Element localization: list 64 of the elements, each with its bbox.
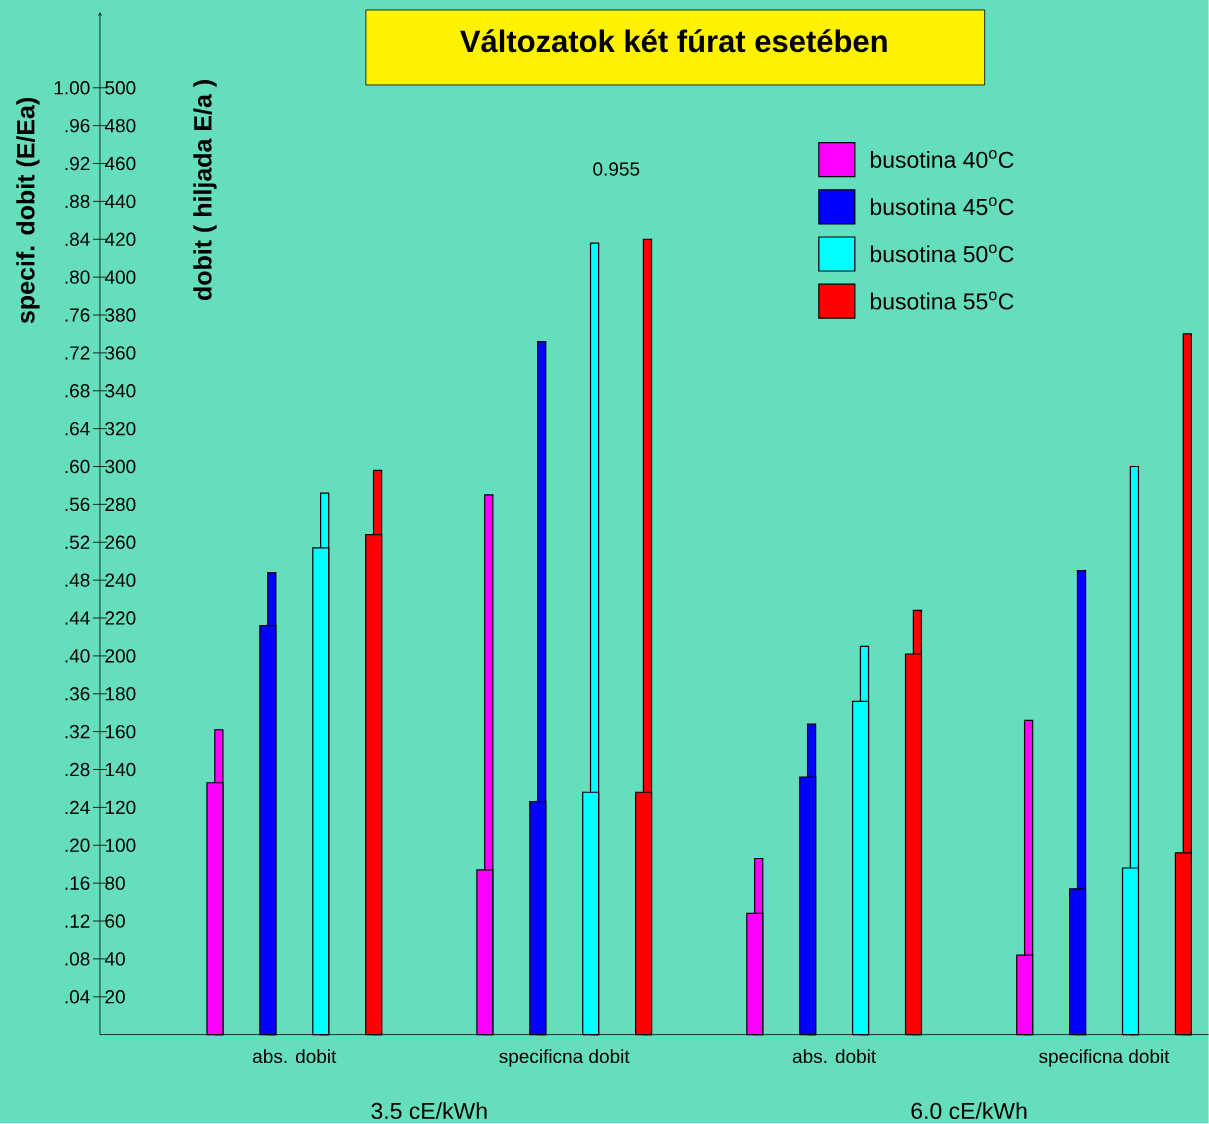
y-tick-label: 20 [105,990,125,1004]
x-tick-label: abs. dobit [253,1049,337,1064]
y-tick-label: 500 [105,81,136,95]
y-tick-label: 480 [104,119,136,133]
y-tick-label: 340 [105,384,136,398]
y-tick-label: 100 [105,838,136,853]
y2-tick-label: .40 [65,649,90,663]
y-tick-label: 460 [104,156,136,171]
y-tick-label: 400 [104,270,136,285]
y2-tick-label: .12 [65,914,90,928]
y2-tick-label: .68 [65,384,90,398]
y2-tick-label: .72 [65,346,90,360]
legend-label: busotina 50$^{o}$C [870,244,1014,263]
y2-tick-label: .20 [65,838,90,853]
y2-tick-label: .16 [65,876,90,891]
y2-tick-label: .32 [65,725,90,739]
y-tick-label: 440 [104,194,136,209]
y-tick-label: 380 [105,308,136,322]
x-tick-label: abs. dobit [792,1049,877,1064]
y2-tick-label: .52 [65,535,90,550]
y-tick-label: 140 [105,762,136,777]
y-tick-label: 80 [105,876,125,891]
y-tick-label: 160 [105,725,136,739]
y2-tick-label: .28 [65,762,90,777]
y2-tick-label: .64 [65,422,90,436]
y2-tick-label: .08 [65,952,90,966]
y2-tick-label: .96 [65,119,90,133]
y-tick-label: 420 [104,232,136,247]
annotation: 0.955 [593,162,640,176]
text: 3.5 cE/kWh [371,1102,487,1120]
y-tick-label: 180 [105,687,136,701]
y-tick-label: 280 [105,497,136,512]
y-tick-label: 320 [105,422,136,436]
y2-tick-label: .60 [65,459,90,474]
y2-tick-label: .88 [65,194,90,209]
y2-tick-label: 1.00 [54,81,90,95]
y-tick-label: 360 [105,346,136,360]
y2-axis-title: specif. dobit (E/Ea) [16,98,40,324]
y-axis-title: dobit ( hiljada E/a ) [193,80,217,301]
y2-tick-label: .76 [65,308,90,322]
x-tick-label: specificna dobit [1039,1049,1170,1068]
y2-tick-label: .04 [65,990,90,1004]
text: 6.0 cE/kWh [911,1102,1027,1120]
legend-label: busotina 55$^{o}$C [870,291,1014,310]
y2-tick-label: .36 [65,687,90,701]
y-tick-label: 220 [105,611,136,625]
y-tick-label: 120 [105,800,136,815]
y-tick-label: 240 [105,573,136,588]
y2-tick-label: .92 [65,156,90,171]
y-tick-label: 200 [105,649,136,663]
y-tick-label: 300 [105,459,136,474]
x-tick-label: specificna dobit [499,1049,630,1068]
y2-tick-label: .48 [65,573,90,588]
y2-tick-label: .84 [65,232,90,247]
y2-tick-label: .56 [65,497,90,512]
y-tick-label: 40 [104,952,125,966]
y2-tick-label: .44 [65,611,90,625]
y2-tick-label: .24 [65,800,90,815]
legend-label: busotina 45$^{o}$C [870,197,1014,216]
chart-title: Változatok két fúrat esetében [460,29,887,53]
legend-label: busotina 40$^{o}$C [870,150,1014,169]
y-tick-label: 60 [105,914,125,928]
y-tick-label: 260 [105,535,136,550]
y2-tick-label: .80 [65,270,90,285]
